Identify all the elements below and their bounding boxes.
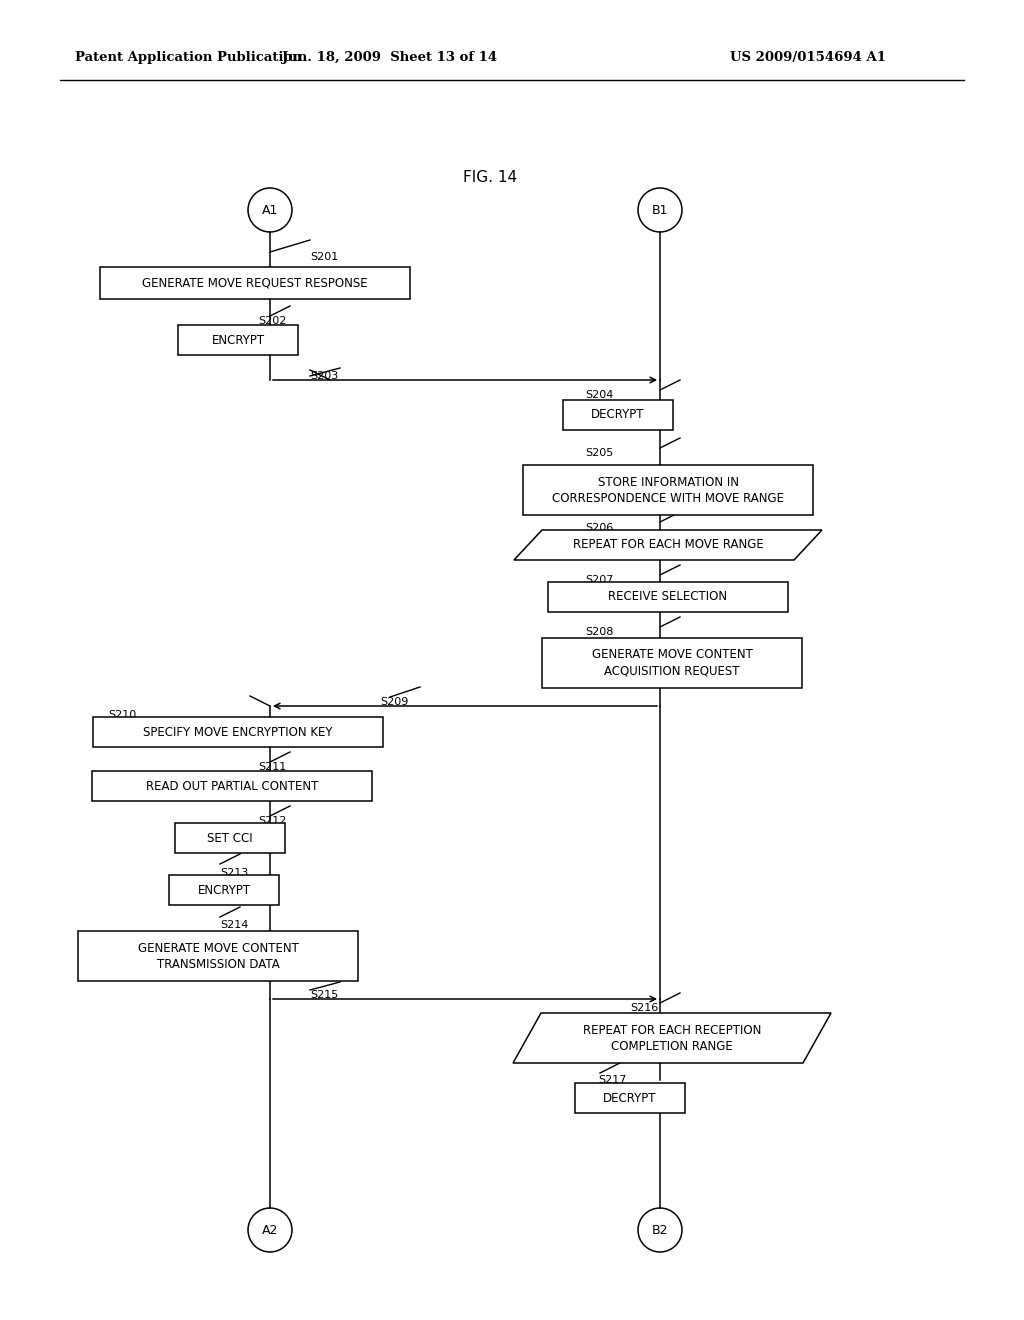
Bar <box>548 582 788 612</box>
Text: DECRYPT: DECRYPT <box>603 1092 656 1105</box>
Text: REPEAT FOR EACH RECEPTION
COMPLETION RANGE: REPEAT FOR EACH RECEPTION COMPLETION RAN… <box>583 1023 761 1052</box>
Text: Patent Application Publication: Patent Application Publication <box>75 51 302 65</box>
Text: S201: S201 <box>310 252 338 261</box>
Bar <box>563 400 673 430</box>
Bar <box>100 267 410 300</box>
Text: B1: B1 <box>651 203 669 216</box>
Text: S207: S207 <box>585 576 613 585</box>
Text: S211: S211 <box>258 762 287 772</box>
Text: S212: S212 <box>258 816 287 826</box>
Text: S210: S210 <box>108 710 136 719</box>
Bar <box>92 771 372 801</box>
Text: S216: S216 <box>630 1003 658 1012</box>
Text: S203: S203 <box>310 371 338 381</box>
Text: S215: S215 <box>310 990 338 1001</box>
Text: B2: B2 <box>651 1224 669 1237</box>
Bar <box>93 717 383 747</box>
Text: RECEIVE SELECTION: RECEIVE SELECTION <box>608 590 728 603</box>
Text: REPEAT FOR EACH MOVE RANGE: REPEAT FOR EACH MOVE RANGE <box>572 539 763 552</box>
Bar <box>78 931 358 981</box>
Text: GENERATE MOVE REQUEST RESPONSE: GENERATE MOVE REQUEST RESPONSE <box>142 276 368 289</box>
Text: S205: S205 <box>585 447 613 458</box>
Polygon shape <box>513 1012 831 1063</box>
Text: SET CCI: SET CCI <box>207 832 253 845</box>
Text: S214: S214 <box>220 920 249 931</box>
Bar <box>542 638 802 688</box>
Text: FIG. 14: FIG. 14 <box>463 170 517 186</box>
Text: A2: A2 <box>262 1224 279 1237</box>
Text: S217: S217 <box>598 1074 627 1085</box>
Text: ENCRYPT: ENCRYPT <box>198 883 251 896</box>
Text: SPECIFY MOVE ENCRYPTION KEY: SPECIFY MOVE ENCRYPTION KEY <box>143 726 333 738</box>
Text: STORE INFORMATION IN
CORRESPONDENCE WITH MOVE RANGE: STORE INFORMATION IN CORRESPONDENCE WITH… <box>552 475 784 504</box>
Text: US 2009/0154694 A1: US 2009/0154694 A1 <box>730 51 886 65</box>
Bar <box>178 325 298 355</box>
Text: GENERATE MOVE CONTENT
TRANSMISSION DATA: GENERATE MOVE CONTENT TRANSMISSION DATA <box>137 941 298 970</box>
Text: S206: S206 <box>585 523 613 533</box>
Text: ENCRYPT: ENCRYPT <box>211 334 264 346</box>
Polygon shape <box>514 531 822 560</box>
Text: S204: S204 <box>585 389 613 400</box>
Bar <box>575 1082 685 1113</box>
Bar <box>175 822 285 853</box>
Text: A1: A1 <box>262 203 279 216</box>
Bar <box>169 875 279 906</box>
Text: S209: S209 <box>380 697 409 708</box>
Text: READ OUT PARTIAL CONTENT: READ OUT PARTIAL CONTENT <box>145 780 318 792</box>
Text: S213: S213 <box>220 869 248 878</box>
Text: S202: S202 <box>258 315 287 326</box>
Text: DECRYPT: DECRYPT <box>591 408 645 421</box>
Text: Jun. 18, 2009  Sheet 13 of 14: Jun. 18, 2009 Sheet 13 of 14 <box>283 51 498 65</box>
Text: S208: S208 <box>585 627 613 638</box>
Bar <box>523 465 813 515</box>
Text: GENERATE MOVE CONTENT
ACQUISITION REQUEST: GENERATE MOVE CONTENT ACQUISITION REQUES… <box>592 648 753 677</box>
